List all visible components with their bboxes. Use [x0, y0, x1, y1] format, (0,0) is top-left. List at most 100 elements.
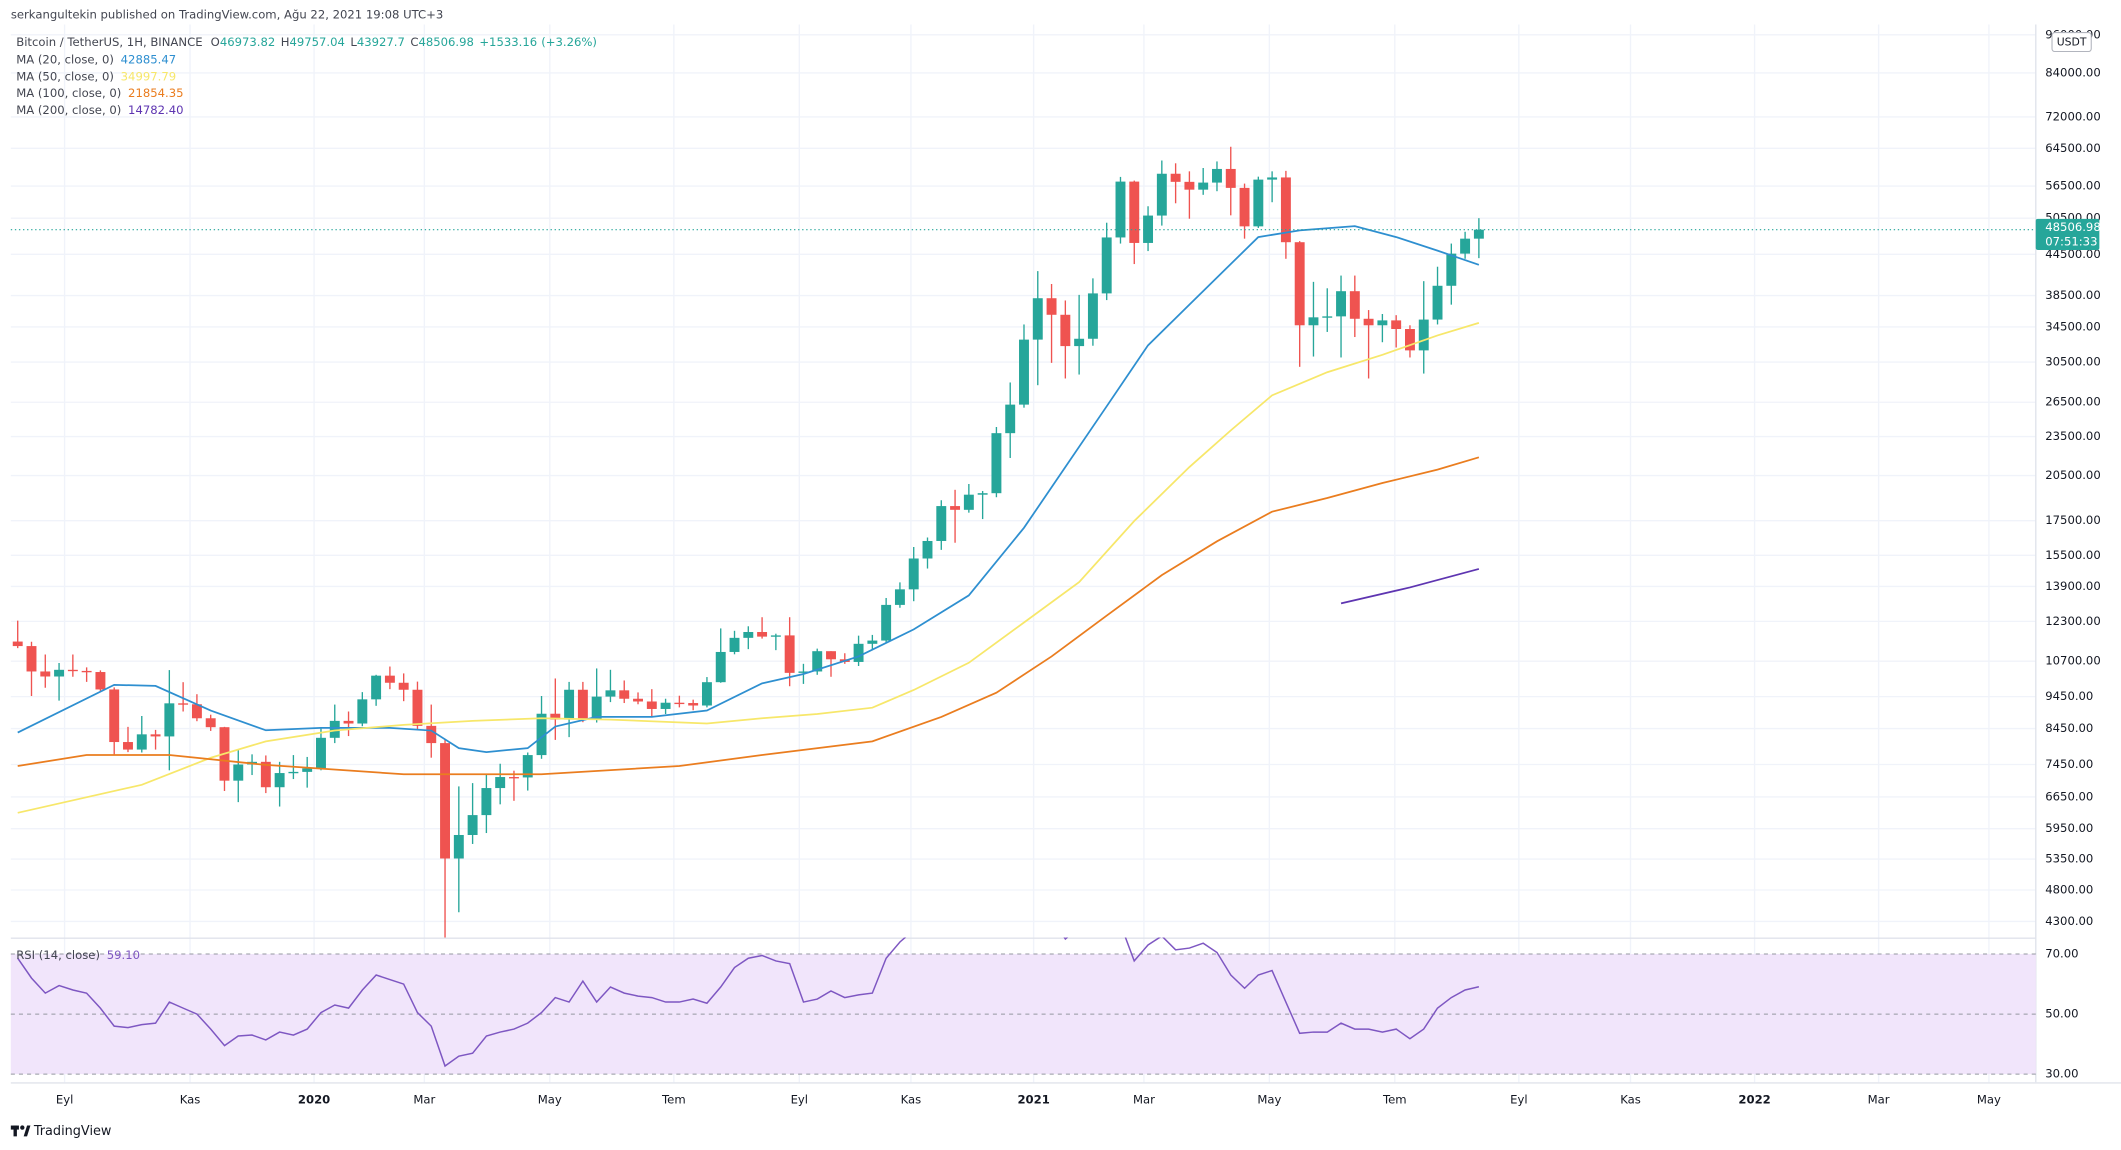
- candle-body: [674, 702, 685, 705]
- candle-body: [646, 701, 657, 709]
- y-tick-label: 70.00: [2045, 947, 2078, 961]
- candle-body: [1212, 168, 1222, 183]
- candle-body: [936, 506, 947, 541]
- candle-body: [40, 671, 51, 677]
- y-tick-label: 64500.00: [2045, 141, 2100, 155]
- candle-body: [440, 743, 450, 859]
- candle-body: [150, 734, 161, 737]
- rsi-line: [17, 937, 1480, 1068]
- symbol-title: Bitcoin / TetherUS, 1H, BINANCE: [16, 35, 202, 49]
- legend-name: MA (100, close, 0): [16, 86, 121, 100]
- candle-body: [688, 703, 699, 706]
- candle-body: [784, 635, 795, 673]
- candle-body: [384, 675, 395, 683]
- ohlc-name: H: [281, 35, 290, 49]
- candle-body: [660, 702, 671, 709]
- ma-legend: MA (200, close, 0) 14782.40: [16, 102, 183, 116]
- candle-body: [1377, 320, 1388, 326]
- rsi-legend: RSI (14, close) 59.10: [16, 948, 140, 962]
- candle-body: [881, 604, 892, 641]
- candle-body: [853, 643, 864, 662]
- candle-body: [357, 699, 368, 724]
- x-tick-label: 2022: [1738, 1092, 1770, 1106]
- candle-body: [1170, 173, 1181, 182]
- candle-body: [1032, 298, 1043, 340]
- candle-body: [1460, 238, 1471, 254]
- candle-body: [867, 640, 878, 644]
- candle-body: [316, 737, 326, 769]
- candle-body: [1418, 319, 1429, 351]
- candle-body: [977, 493, 988, 495]
- candle-body: [1060, 314, 1071, 347]
- candle-body: [191, 704, 202, 719]
- candle-body: [1156, 173, 1167, 216]
- candle-body: [950, 506, 961, 510]
- publisher-line: serkangultekin published on TradingView.…: [11, 7, 443, 21]
- ma-legend: MA (20, close, 0) 42885.47: [16, 52, 176, 66]
- candles: [12, 146, 1484, 938]
- candle-body: [743, 632, 754, 638]
- candle-body: [1087, 293, 1098, 339]
- y-tick-label: 8450.00: [2045, 721, 2093, 735]
- candle-body: [481, 788, 492, 816]
- candle-body: [329, 720, 340, 738]
- change-percent: (+3.26%): [541, 35, 597, 49]
- candle-body: [894, 589, 905, 605]
- candle-body: [1198, 182, 1209, 190]
- candle-body: [136, 734, 147, 750]
- x-tick-label: Eyl: [56, 1092, 73, 1106]
- currency-box: [2051, 32, 2092, 53]
- candle-body: [1349, 291, 1360, 319]
- candle-body: [770, 635, 781, 637]
- candle-body: [1253, 179, 1264, 227]
- y-tick-label: 44500.00: [2045, 247, 2100, 261]
- y-tick-label: 4800.00: [2045, 882, 2093, 896]
- candle-body: [564, 689, 575, 720]
- candle-body: [109, 689, 120, 743]
- candle-body: [1046, 298, 1057, 315]
- x-tick-label: Eyl: [1510, 1092, 1527, 1106]
- legend-name: MA (50, close, 0): [16, 69, 114, 83]
- candle-body: [1115, 181, 1126, 238]
- candle-body: [605, 690, 616, 697]
- candle-body: [1019, 339, 1029, 405]
- candle-body: [1404, 329, 1415, 351]
- change-value: +1533.16: [479, 35, 537, 49]
- candle-body: [67, 669, 78, 672]
- candle-body: [205, 718, 216, 728]
- candle-body: [398, 682, 409, 690]
- candle-body: [757, 632, 768, 637]
- y-tick-label: 12300.00: [2045, 614, 2100, 628]
- candle-body: [536, 713, 547, 756]
- ohlc-value: 43927.7: [357, 35, 405, 49]
- candle-body: [1267, 177, 1278, 180]
- ma-line: [17, 322, 1480, 814]
- candle-body: [550, 713, 561, 720]
- ma-legend: MA (50, close, 0) 34997.79: [16, 69, 176, 83]
- ma-line: [1340, 568, 1480, 605]
- candle-body: [260, 761, 271, 788]
- candle-body: [826, 651, 836, 660]
- candle-body: [164, 703, 175, 737]
- x-tick-label: Mar: [1868, 1092, 1890, 1106]
- candle-body: [922, 540, 933, 559]
- x-tick-label: May: [538, 1092, 562, 1106]
- ohlc-name: O: [211, 35, 220, 49]
- legend-name: MA (200, close, 0): [16, 102, 121, 116]
- y-tick-label: 30500.00: [2045, 355, 2100, 369]
- x-tick-label: May: [1977, 1092, 2001, 1106]
- candle-body: [81, 670, 92, 673]
- y-tick-label: 56500.00: [2045, 179, 2100, 193]
- candle-body: [274, 773, 285, 788]
- ohlc-value: 46973.82: [220, 35, 275, 49]
- candle-body: [1129, 181, 1140, 243]
- candle-body: [812, 651, 823, 672]
- candle-body: [426, 725, 437, 744]
- y-tick-label: 30.00: [2045, 1067, 2078, 1081]
- candle-body: [233, 764, 244, 781]
- candle-body: [1005, 404, 1016, 434]
- candle-body: [123, 742, 133, 750]
- y-tick-label: 15500.00: [2045, 548, 2100, 562]
- candle-body: [26, 646, 37, 672]
- candle-body: [302, 768, 313, 772]
